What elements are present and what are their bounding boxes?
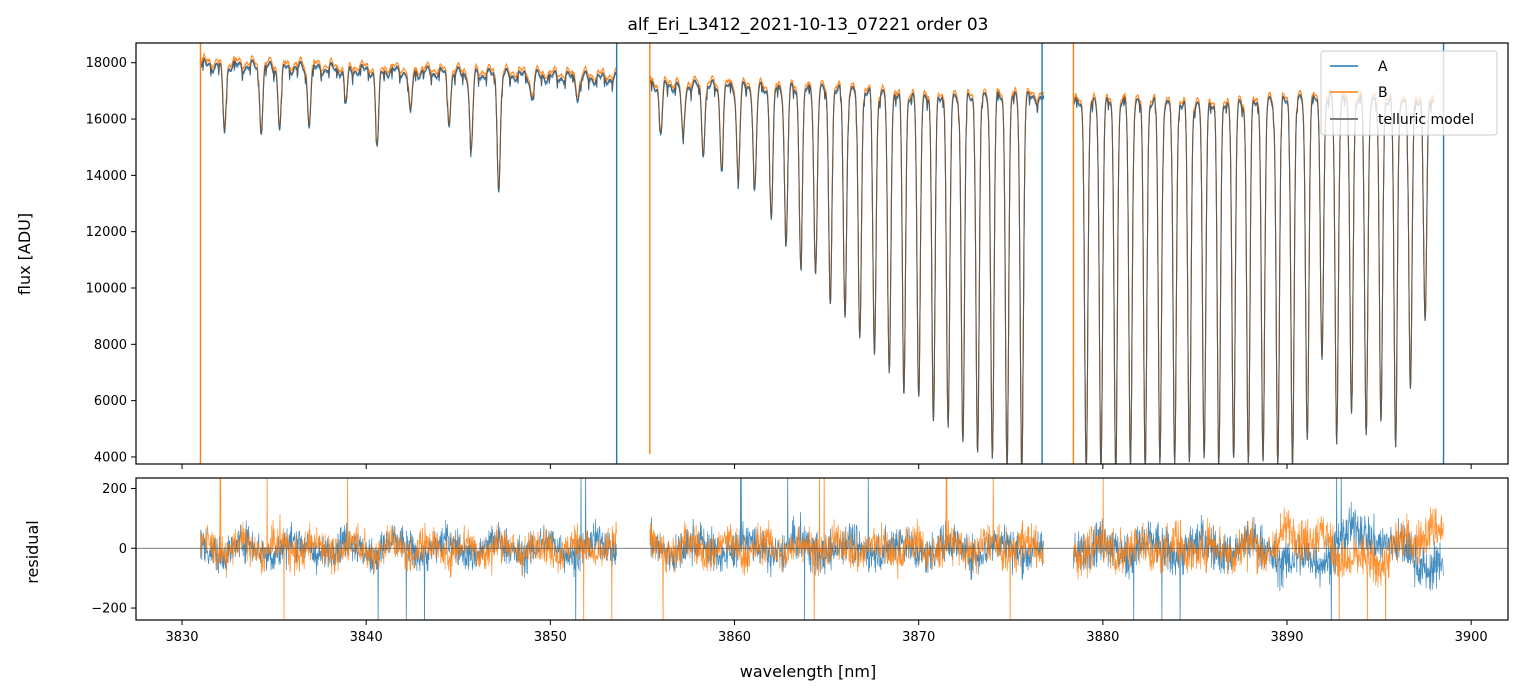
spectrum-series — [199, 43, 1445, 464]
residual-series — [200, 478, 1444, 620]
spectrum-y-tick-label: 12000 — [86, 225, 127, 240]
residual-x-tick-label: 3870 — [902, 630, 935, 645]
residual-x-ticks: 3830 3840 3850 3860 3870 3880 3890 3900 — [165, 620, 1488, 645]
residual-plot-frame — [135, 477, 1509, 621]
legend-label-b: B — [1378, 85, 1388, 101]
legend: A B telluric model — [1320, 50, 1498, 136]
spectrum-y-tick-label: 16000 — [86, 113, 127, 128]
residual-y-axis-label: residual — [23, 520, 42, 583]
spectrum-x-ticks — [181, 464, 1472, 469]
residual-line-b — [200, 478, 1444, 620]
chart-title: alf_Eri_L3412_2021-10-13_07221 order 03 — [628, 15, 989, 35]
residual-y-ticks: −200 0 200 — [91, 482, 136, 617]
spectrum-y-tick-label: 4000 — [94, 450, 127, 465]
residual-y-tick-label: 200 — [102, 482, 127, 497]
legend-box — [1320, 50, 1498, 136]
spectrum-y-tick-label: 6000 — [94, 394, 127, 409]
legend-label-a: A — [1378, 59, 1388, 75]
spectrum-panel: 4000 6000 8000 10000 12000 14000 16000 18000 fl… — [15, 42, 1509, 469]
spectrum-y-tick-label: 18000 — [86, 56, 127, 71]
legend-label-telluric: telluric model — [1378, 112, 1474, 128]
spectrum-plot-frame — [135, 42, 1509, 465]
spectrum-y-ticks: 4000 6000 8000 10000 12000 14000 16000 18000 — [86, 56, 136, 465]
residual-y-tick-label: 0 — [119, 542, 127, 557]
spectrum-y-tick-label: 8000 — [94, 338, 127, 353]
residual-x-tick-label: 3860 — [718, 630, 751, 645]
residual-x-tick-label: 3880 — [1086, 630, 1119, 645]
residual-x-tick-label: 3830 — [165, 630, 198, 645]
residual-x-tick-label: 3850 — [534, 630, 567, 645]
spectrum-y-tick-label: 14000 — [86, 169, 127, 184]
residual-x-tick-label: 3840 — [350, 630, 383, 645]
residual-x-tick-label: 3900 — [1455, 630, 1488, 645]
spectrum-y-axis-label: flux [ADU] — [15, 213, 34, 295]
x-axis-label: wavelength [nm] — [740, 662, 877, 681]
spectrum-y-tick-label: 10000 — [86, 281, 127, 296]
residual-y-tick-label: −200 — [91, 602, 127, 617]
residual-x-tick-label: 3890 — [1270, 630, 1303, 645]
residual-panel: −200 0 200 3830 3840 3850 3860 3870 3880 3890 390… — [23, 477, 1509, 681]
